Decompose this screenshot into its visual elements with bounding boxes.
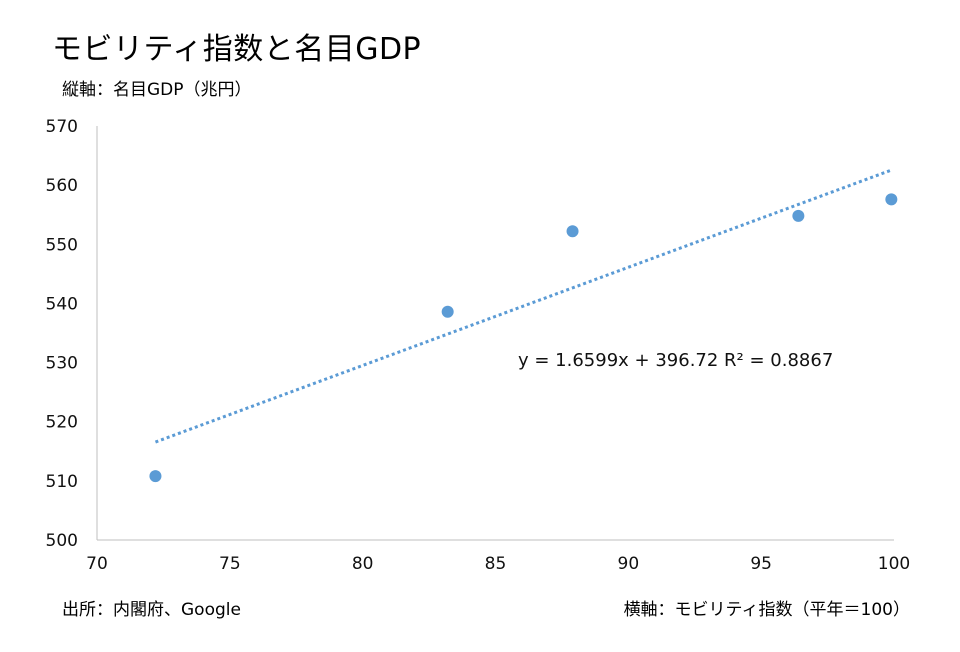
- trendline: [154, 168, 892, 444]
- x-tick-labels: 70 75 80 85 90 95 100: [86, 554, 910, 574]
- y-axis-label: 縦軸：名目GDP（兆円）: [62, 80, 252, 100]
- x-axis-label: 横軸：モビリティ指数（平年＝100）: [623, 600, 910, 620]
- trendline-equation: y = 1.6599x + 396.72 R² = 0.8867: [518, 350, 833, 371]
- data-point: [149, 470, 162, 483]
- x-tick-label: 80: [352, 554, 374, 574]
- x-tick-label: 75: [219, 554, 241, 574]
- axes: [96, 126, 894, 541]
- y-tick-label: 540: [46, 294, 78, 314]
- trendline-layer: [154, 168, 892, 444]
- x-tick-label: 95: [750, 554, 772, 574]
- source-note: 出所：内閣府、Google: [62, 600, 241, 620]
- y-tick-label: 560: [46, 176, 78, 196]
- y-tick-label: 570: [46, 117, 78, 137]
- x-tick-label: 100: [878, 554, 910, 574]
- y-tick-label: 500: [46, 531, 78, 551]
- x-tick-label: 70: [86, 554, 108, 574]
- data-point: [441, 305, 454, 318]
- y-tick-label: 510: [46, 472, 78, 492]
- data-point: [792, 209, 805, 222]
- data-points: [149, 193, 898, 483]
- y-tick-label: 550: [46, 235, 78, 255]
- chart-title: モビリティ指数と名目GDP: [52, 32, 422, 67]
- y-tick-label: 520: [46, 413, 78, 433]
- y-tick-labels: 500 510 520 530 540 550 560 570: [46, 117, 78, 551]
- y-tick-label: 530: [46, 354, 78, 374]
- x-tick-label: 85: [485, 554, 507, 574]
- data-point: [566, 225, 579, 238]
- x-tick-label: 90: [618, 554, 640, 574]
- data-point: [885, 193, 898, 206]
